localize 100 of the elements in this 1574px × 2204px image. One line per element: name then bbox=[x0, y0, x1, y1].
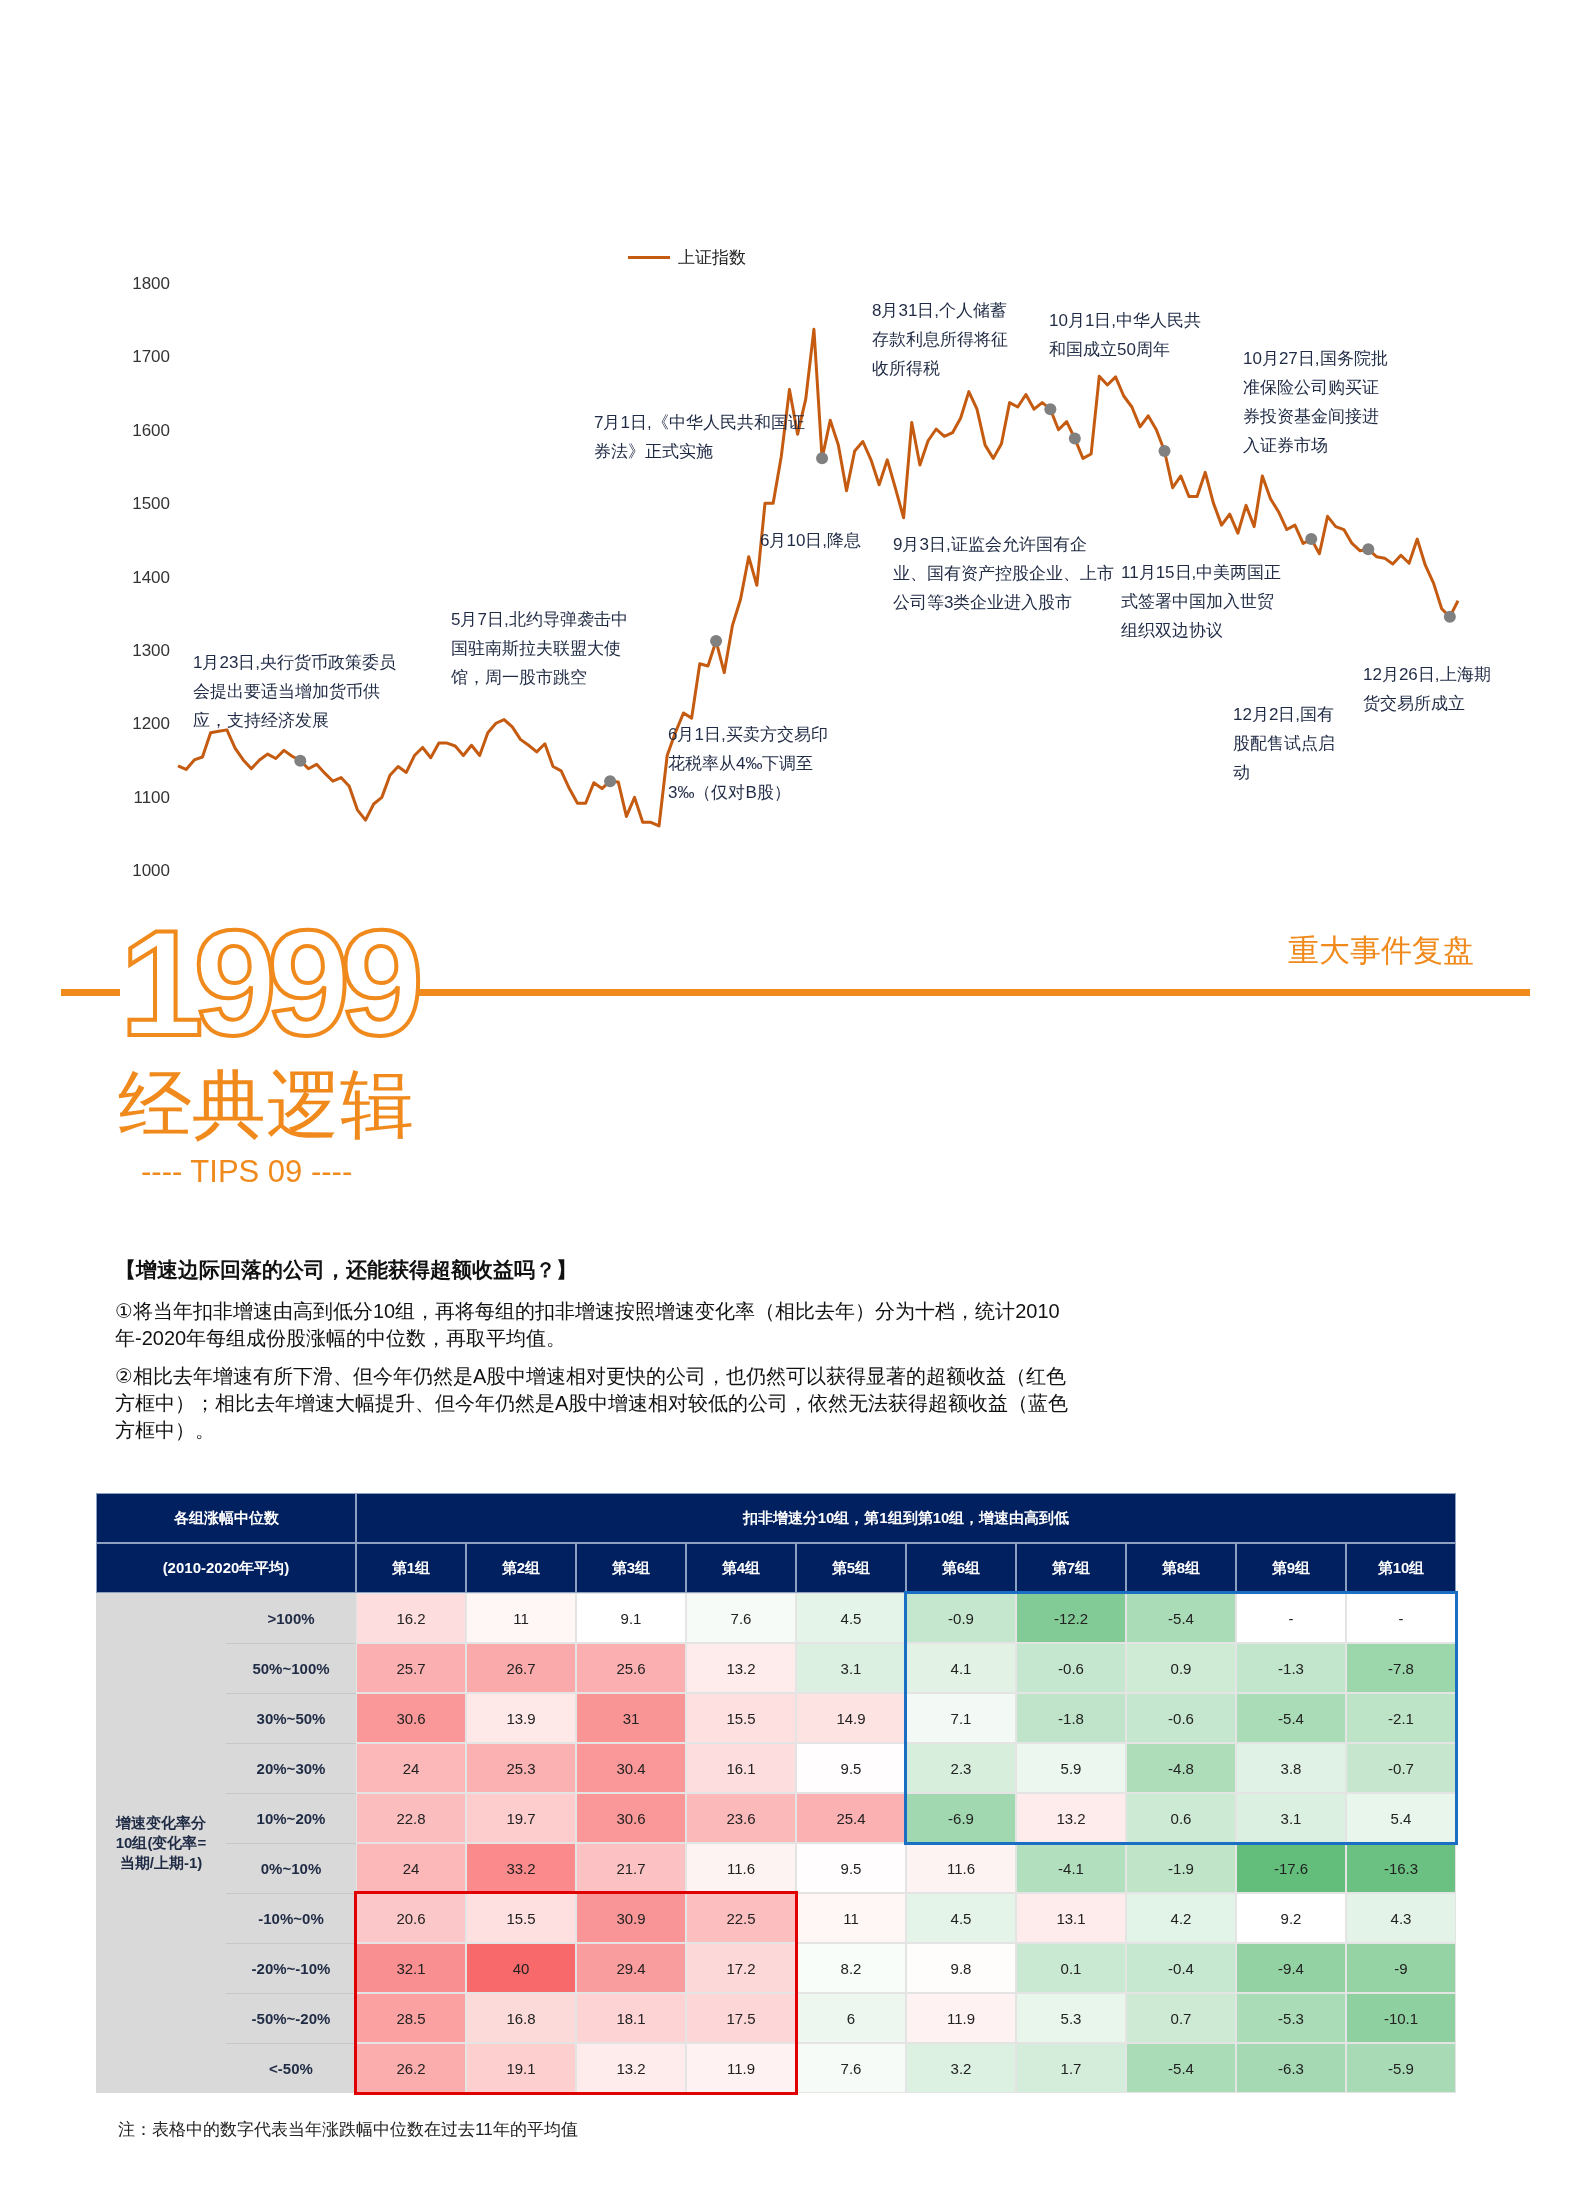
data-label: 20.6 bbox=[356, 1893, 466, 1943]
y-axis-title: 增速变化率分10组(变化率=当期/上期-1) bbox=[96, 1593, 226, 2093]
point bbox=[710, 635, 723, 648]
data-label: 7.6 bbox=[796, 2043, 906, 2093]
data-label: -4.8 bbox=[1126, 1743, 1236, 1793]
data-label: 17.2 bbox=[686, 1943, 796, 1993]
x-axis-title: 扣非增速分10组，第1组到第10组，增速由高到低 bbox=[356, 1493, 1456, 1543]
data-label: 0.7 bbox=[1126, 1993, 1236, 2043]
data-label: 8.2 bbox=[796, 1943, 906, 1993]
data-label: 22.8 bbox=[356, 1793, 466, 1843]
annotation: 8月31日,个人储蓄存款利息所得将征收所得税 bbox=[872, 300, 1009, 380]
point bbox=[1158, 445, 1171, 458]
data-label: -10.1 bbox=[1346, 1993, 1456, 2043]
annotation: 12月26日,上海期货交易所成立 bbox=[1363, 664, 1492, 715]
point bbox=[1443, 610, 1456, 623]
data-label: -0.4 bbox=[1126, 1943, 1236, 1993]
data-label: -1.3 bbox=[1236, 1643, 1346, 1693]
point bbox=[294, 754, 307, 767]
data-label: 11 bbox=[466, 1593, 576, 1643]
annotation: 1月23日,央行货币政策委员会提出要适当增加货币供应，支持经济发展 bbox=[193, 652, 398, 732]
data-label: 24 bbox=[356, 1843, 466, 1893]
data-label: -0.6 bbox=[1126, 1693, 1236, 1743]
x-tick-label: 第3组 bbox=[576, 1543, 686, 1593]
y-tick-label: 1800 bbox=[132, 274, 170, 294]
y-tick-label: -50%~-20% bbox=[226, 1993, 356, 2043]
y-tick-label: -10%~0% bbox=[226, 1893, 356, 1943]
data-label: 13.2 bbox=[576, 2043, 686, 2093]
data-label: 4.3 bbox=[1346, 1893, 1456, 1943]
data-label: 19.1 bbox=[466, 2043, 576, 2093]
data-label: 11.6 bbox=[906, 1843, 1016, 1893]
chart-title: 【增速边际回落的公司，还能获得超额收益吗？】 bbox=[115, 1257, 577, 1283]
data-label: 40 bbox=[466, 1943, 576, 1993]
data-label: 0.1 bbox=[1016, 1943, 1126, 1993]
data-label: -9 bbox=[1346, 1943, 1456, 1993]
y-tick-label: <-50% bbox=[226, 2043, 356, 2093]
data-label: 25.7 bbox=[356, 1643, 466, 1693]
data-label: -2.1 bbox=[1346, 1693, 1456, 1743]
x-tick-label: 第6组 bbox=[906, 1543, 1016, 1593]
text: 经典逻辑 bbox=[118, 1063, 414, 1147]
data-label: 18.1 bbox=[576, 1993, 686, 2043]
x-tick-label: 第2组 bbox=[466, 1543, 576, 1593]
data-label: 4.5 bbox=[906, 1893, 1016, 1943]
data-label: -5.4 bbox=[1126, 1593, 1236, 1643]
data-label: 9.5 bbox=[796, 1743, 906, 1793]
data-label: 15.5 bbox=[466, 1893, 576, 1943]
y-tick-label: 1100 bbox=[133, 787, 170, 807]
data-label: -9.4 bbox=[1236, 1943, 1346, 1993]
y-tick-label: -20%~-10% bbox=[226, 1943, 356, 1993]
data-label: -12.2 bbox=[1016, 1593, 1126, 1643]
data-label: 9.1 bbox=[576, 1593, 686, 1643]
data-label: -6.9 bbox=[906, 1793, 1016, 1843]
annotation: 10月1日,中华人民共和国成立50周年 bbox=[1049, 310, 1203, 361]
data-label: -1.9 bbox=[1126, 1843, 1236, 1893]
y-tick-label: 1300 bbox=[132, 640, 170, 660]
data-label: 17.5 bbox=[686, 1993, 796, 2043]
data-label: -16.3 bbox=[1346, 1843, 1456, 1893]
data-label: 3.8 bbox=[1236, 1743, 1346, 1793]
data-label: 30.6 bbox=[576, 1793, 686, 1843]
data-label: 7.1 bbox=[906, 1693, 1016, 1743]
data-label: 25.6 bbox=[576, 1643, 686, 1693]
data-label: 9.8 bbox=[906, 1943, 1016, 1993]
data-label: 2.3 bbox=[906, 1743, 1016, 1793]
y-tick-label: 50%~100% bbox=[226, 1643, 356, 1693]
y-tick-label: >100% bbox=[226, 1593, 356, 1643]
data-label: -6.3 bbox=[1236, 2043, 1346, 2093]
data-label: 30.9 bbox=[576, 1893, 686, 1943]
data-label: 30.4 bbox=[576, 1743, 686, 1793]
data-label: 4.5 bbox=[796, 1593, 906, 1643]
y-tick-label: 1600 bbox=[132, 420, 170, 440]
x-tick-label: 第10组 bbox=[1346, 1543, 1456, 1593]
data-label: -0.9 bbox=[906, 1593, 1016, 1643]
data-label: 13.1 bbox=[1016, 1893, 1126, 1943]
data-label: 4.1 bbox=[906, 1643, 1016, 1693]
data-label: 3.2 bbox=[906, 2043, 1016, 2093]
point bbox=[1068, 432, 1081, 445]
data-label: 15.5 bbox=[686, 1693, 796, 1743]
data-label: 23.6 bbox=[686, 1793, 796, 1843]
data-label: -0.7 bbox=[1346, 1743, 1456, 1793]
data-label: 24 bbox=[356, 1743, 466, 1793]
data-label: 11.9 bbox=[906, 1993, 1016, 2043]
data-label: 7.6 bbox=[686, 1593, 796, 1643]
data-label: 9.5 bbox=[796, 1843, 906, 1893]
data-label: 5.3 bbox=[1016, 1993, 1126, 2043]
data-label: 11 bbox=[796, 1893, 906, 1943]
legend-label: 上证指数 bbox=[677, 247, 746, 269]
data-label: 4.2 bbox=[1126, 1893, 1236, 1943]
x-tick-label: 第8组 bbox=[1126, 1543, 1236, 1593]
data-label: 29.4 bbox=[576, 1943, 686, 1993]
data-label: 16.1 bbox=[686, 1743, 796, 1793]
data-label: 0.6 bbox=[1126, 1793, 1236, 1843]
y-tick-label: 1500 bbox=[132, 494, 170, 514]
data-label: 3.1 bbox=[1236, 1793, 1346, 1843]
y-tick-label: 1200 bbox=[132, 714, 170, 734]
y-tick-label: 0%~10% bbox=[226, 1843, 356, 1893]
text: ②相比去年增速有所下滑、但今年仍然是A股中增速相对更快的公司，也仍然可以获得显著的超额收益（红色方框中）；相比去年增速大幅提升、但今年仍然是A股中增速相对较低的公司，依然无法获得超额收益（蓝色方框中）。 bbox=[115, 1364, 1070, 1443]
data-label: -7.8 bbox=[1346, 1643, 1456, 1693]
data-label: -17.6 bbox=[1236, 1843, 1346, 1893]
data-label: -5.4 bbox=[1236, 1693, 1346, 1743]
data-label: 32.1 bbox=[356, 1943, 466, 1993]
data-label: -5.9 bbox=[1346, 2043, 1456, 2093]
